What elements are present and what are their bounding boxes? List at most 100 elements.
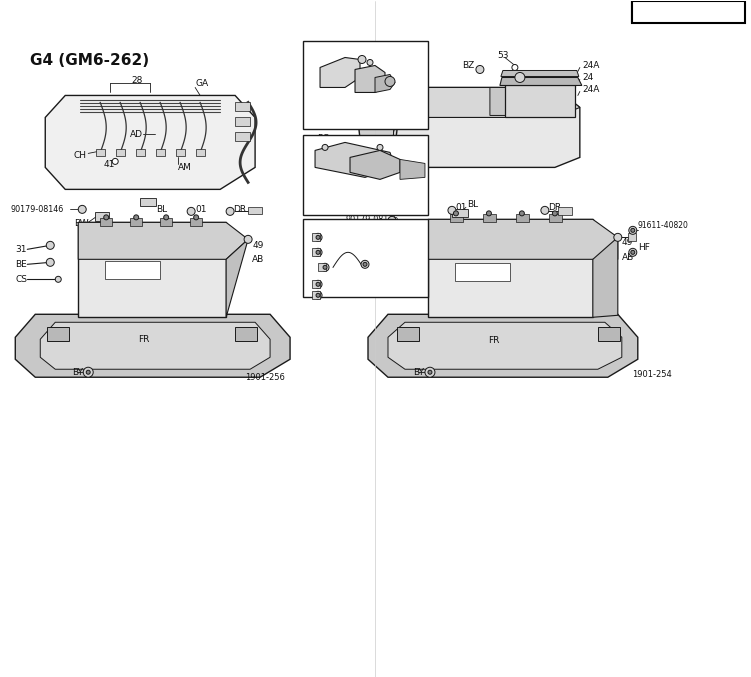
Circle shape: [47, 241, 54, 249]
Circle shape: [86, 370, 90, 374]
Text: CH: CH: [74, 151, 86, 160]
Text: GW: GW: [330, 41, 345, 50]
Polygon shape: [593, 238, 618, 318]
Bar: [450, 215, 463, 222]
Text: FR: FR: [488, 336, 499, 345]
Circle shape: [476, 66, 484, 74]
Text: AD: AD: [130, 130, 143, 139]
Circle shape: [367, 60, 373, 66]
Text: BL: BL: [467, 200, 478, 209]
Bar: [549, 215, 562, 222]
Bar: [303, 135, 428, 215]
Polygon shape: [41, 322, 270, 369]
Text: BG: BG: [317, 134, 329, 143]
Bar: [628, 234, 636, 241]
Circle shape: [515, 72, 525, 83]
Circle shape: [226, 207, 234, 215]
Circle shape: [385, 77, 395, 87]
Bar: [455, 263, 510, 282]
Circle shape: [454, 211, 458, 216]
Bar: [47, 327, 69, 341]
Polygon shape: [500, 77, 582, 85]
Circle shape: [363, 262, 367, 266]
Text: 31: 31: [358, 243, 369, 252]
Circle shape: [314, 248, 322, 257]
Polygon shape: [375, 74, 395, 93]
Text: CD: CD: [325, 233, 337, 242]
Bar: [96, 150, 105, 156]
Circle shape: [316, 250, 320, 255]
Circle shape: [553, 211, 557, 216]
Bar: [505, 77, 575, 87]
Circle shape: [629, 248, 637, 257]
Bar: [95, 213, 109, 221]
Text: 91611-40820: 91611-40820: [325, 280, 376, 289]
Circle shape: [314, 291, 322, 299]
Bar: [312, 234, 320, 241]
Text: 01: 01: [195, 205, 207, 214]
Circle shape: [361, 261, 369, 268]
Text: DR: DR: [233, 205, 246, 214]
Bar: [248, 207, 262, 215]
Polygon shape: [78, 222, 248, 259]
Circle shape: [487, 211, 491, 216]
Text: AB: AB: [622, 253, 634, 262]
Bar: [116, 150, 125, 156]
Text: 90179-08146: 90179-08146: [345, 215, 398, 224]
Text: FR: FR: [138, 334, 149, 344]
Bar: [632, 1, 745, 22]
Text: AB: AB: [252, 255, 264, 264]
Text: 41: 41: [103, 160, 115, 169]
Bar: [105, 261, 160, 280]
Polygon shape: [400, 159, 425, 179]
Text: GP: GP: [307, 43, 318, 52]
Text: 1901: 1901: [664, 3, 713, 20]
Bar: [100, 219, 112, 226]
Text: 01: 01: [455, 203, 466, 212]
Bar: [598, 327, 620, 341]
Circle shape: [377, 144, 383, 150]
Circle shape: [314, 280, 322, 288]
Text: CS: CS: [15, 275, 27, 284]
Bar: [558, 207, 572, 215]
Bar: [156, 150, 165, 156]
Circle shape: [631, 228, 635, 232]
Circle shape: [448, 206, 456, 215]
Ellipse shape: [359, 95, 397, 160]
Text: 13Z: 13Z: [388, 53, 420, 68]
Circle shape: [104, 215, 109, 220]
Circle shape: [631, 250, 635, 255]
Text: BE: BE: [378, 258, 390, 267]
Text: 24A: 24A: [583, 61, 600, 70]
Bar: [318, 263, 326, 271]
Bar: [235, 117, 250, 127]
Polygon shape: [320, 58, 360, 87]
Text: BL: BL: [156, 205, 167, 214]
Circle shape: [194, 215, 198, 220]
Circle shape: [405, 274, 411, 280]
Text: 24A: 24A: [583, 85, 600, 94]
Text: CE: CE: [307, 121, 318, 130]
Polygon shape: [45, 95, 255, 190]
Circle shape: [389, 236, 397, 244]
Polygon shape: [360, 87, 580, 167]
Circle shape: [614, 234, 622, 241]
Bar: [397, 327, 419, 341]
Text: AW: AW: [388, 48, 402, 57]
Bar: [303, 219, 428, 297]
Polygon shape: [360, 87, 580, 117]
Circle shape: [629, 226, 637, 234]
Text: 53: 53: [497, 51, 508, 60]
Text: EY: EY: [393, 61, 403, 70]
Text: BAIL: BAIL: [120, 263, 140, 272]
Bar: [140, 198, 156, 206]
Text: HF: HF: [325, 291, 336, 300]
Bar: [428, 219, 593, 318]
Circle shape: [428, 370, 432, 374]
Text: FD: FD: [307, 263, 318, 272]
Text: G4 (GM6-262): G4 (GM6-262): [30, 53, 149, 68]
Polygon shape: [490, 87, 575, 116]
Text: HF: HF: [638, 243, 650, 252]
Text: 1901-256: 1901-256: [245, 373, 285, 382]
Circle shape: [391, 257, 399, 264]
